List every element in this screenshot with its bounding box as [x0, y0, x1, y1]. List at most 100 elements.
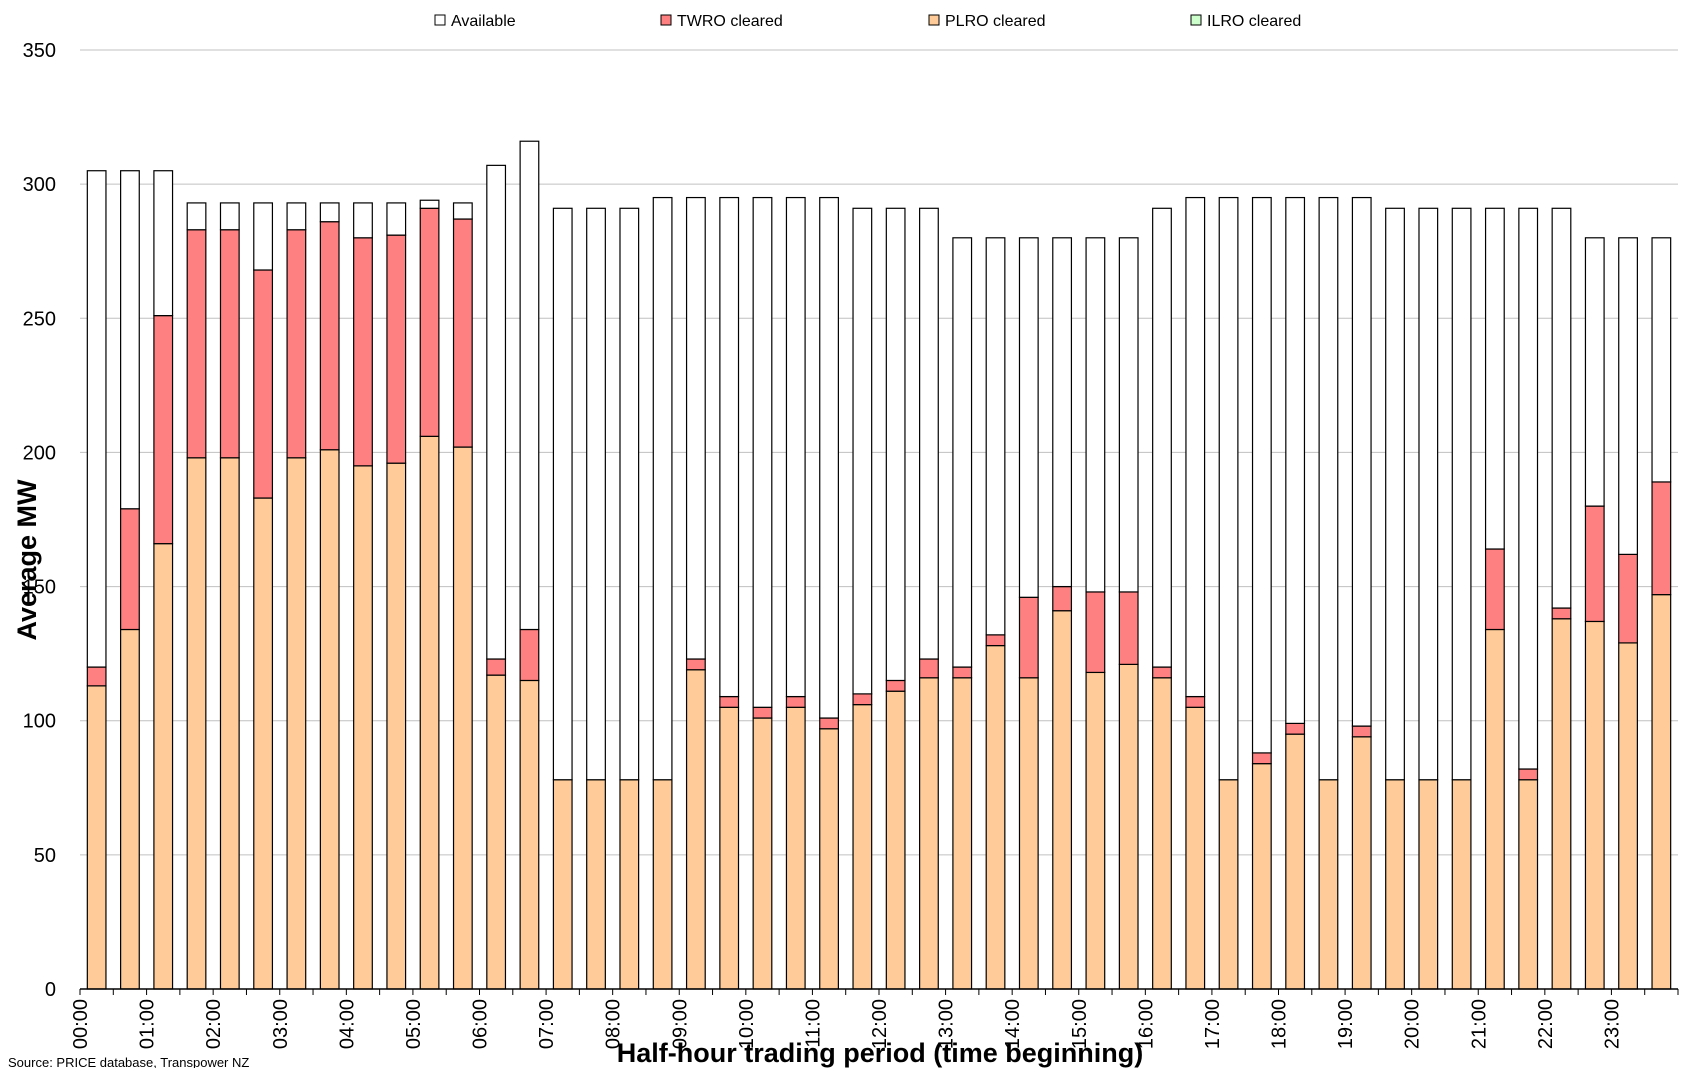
bar-segment-plro-cleared — [419, 435, 440, 990]
bar-segment-available — [1651, 237, 1672, 483]
bar-segment-available — [1518, 207, 1539, 770]
bar-segment-plro-cleared — [1052, 610, 1073, 990]
bar-segment-plro-cleared — [752, 717, 773, 990]
bar-segment-available — [785, 196, 806, 698]
bar-segment-twro-cleared — [1018, 596, 1039, 679]
x-axis-ticks: 00:00 01:00 02:00 03:00 04:00 05:00 06:00 07:00… — [70, 989, 1679, 1049]
bar-segment-twro-cleared — [685, 658, 706, 671]
x-tick-label: 20:00 — [1402, 999, 1424, 1049]
y-axis-title: Average MW — [12, 479, 42, 641]
x-tick-label: 15:00 — [1069, 999, 1091, 1049]
bar-segment-twro-cleared — [1551, 607, 1572, 620]
bar-segment-available — [386, 202, 407, 236]
bar-segment-twro-cleared — [452, 218, 473, 448]
bar-segment-twro-cleared — [1484, 548, 1505, 631]
bar-segment-plro-cleared — [86, 685, 107, 990]
bar-segment-twro-cleared — [1085, 591, 1106, 674]
bar-segment-plro-cleared — [552, 779, 573, 990]
bar-segment-twro-cleared — [1251, 752, 1272, 765]
bars — [86, 140, 1672, 990]
bar-segment-plro-cleared — [1518, 779, 1539, 990]
x-tick-label: 07:00 — [536, 999, 558, 1049]
bar-segment-plro-cleared — [719, 706, 740, 990]
bar-segment-twro-cleared — [952, 666, 973, 679]
x-tick-label: 01:00 — [137, 999, 159, 1049]
legend-swatch-ilro — [1190, 14, 1202, 26]
y-tick-label: 350 — [23, 40, 56, 62]
bar-segment-available — [1551, 207, 1572, 609]
bar-segment-plro-cleared — [1651, 594, 1672, 990]
bar-segment-available — [1085, 237, 1106, 593]
bar-segment-available — [1018, 237, 1039, 598]
bar-segment-plro-cleared — [1385, 779, 1405, 990]
bar-segment-available — [685, 196, 706, 660]
bar-segment-twro-cleared — [253, 269, 274, 499]
bar-segment-plro-cleared — [952, 677, 973, 990]
bar-segment-available — [1052, 237, 1073, 588]
legend: Available TWRO cleared PLRO cleared ILRO… — [365, 3, 1375, 39]
bar-segment-available — [1351, 196, 1372, 727]
bar-segment-twro-cleared — [1185, 695, 1206, 708]
y-axis-ticks: 0 50 100 150 200 250 300 350 — [23, 40, 56, 1001]
bar-segment-plro-cleared — [1118, 663, 1139, 990]
source-note: Source: PRICE database, Transpower NZ — [8, 1055, 249, 1068]
bar-segment-twro-cleared — [1618, 553, 1638, 644]
bar-segment-plro-cleared — [153, 543, 174, 990]
legend-item-ilro: ILRO cleared — [1190, 13, 1301, 30]
x-tick-label: 06:00 — [470, 999, 492, 1049]
legend-swatch-plro — [928, 14, 940, 26]
bar-segment-plro-cleared — [919, 677, 939, 990]
bar-segment-twro-cleared — [153, 315, 174, 545]
bar-segment-plro-cleared — [286, 457, 307, 990]
x-tick-label: 12:00 — [869, 999, 891, 1049]
bar-segment-available — [1584, 237, 1605, 507]
bar-segment-plro-cleared — [1085, 671, 1106, 990]
legend-swatch-twro — [660, 14, 672, 26]
bar-segment-available — [1152, 207, 1172, 668]
bar-segment-plro-cleared — [1152, 677, 1172, 990]
x-tick-label: 02:00 — [203, 999, 225, 1049]
y-tick-label: 200 — [23, 442, 56, 464]
bar-segment-twro-cleared — [353, 237, 373, 467]
x-tick-label: 16:00 — [1135, 999, 1157, 1049]
x-tick-label: 19:00 — [1335, 999, 1357, 1049]
bar-segment-available — [885, 207, 906, 682]
legend-box — [365, 3, 1375, 39]
bar-segment-available — [919, 207, 939, 660]
x-axis-title: Half-hour trading period (time beginning… — [617, 1038, 1143, 1068]
bar-segment-twro-cleared — [120, 508, 140, 631]
bar-segment-available — [1285, 196, 1306, 725]
y-tick-label: 300 — [23, 174, 56, 196]
legend-item-plro: PLRO cleared — [928, 13, 1046, 30]
bar-segment-available — [852, 207, 873, 695]
x-tick-label: 11:00 — [802, 999, 824, 1048]
x-tick-label: 04:00 — [336, 999, 358, 1049]
bar-segment-available — [1218, 196, 1239, 781]
x-tick-label: 22:00 — [1535, 999, 1557, 1049]
bar-segment-available — [1185, 196, 1206, 698]
x-tick-label: 00:00 — [70, 999, 92, 1049]
bar-segment-available — [552, 207, 573, 781]
bar-segment-available — [719, 196, 740, 698]
bar-segment-available — [1118, 237, 1139, 593]
legend-label-available: Available — [451, 13, 516, 30]
bar-segment-available — [985, 237, 1006, 636]
bar-segment-twro-cleared — [286, 229, 307, 459]
bar-segment-available — [153, 170, 174, 317]
bar-segment-twro-cleared — [486, 658, 507, 676]
bar-segment-plro-cleared — [353, 465, 373, 990]
bar-segment-twro-cleared — [186, 229, 207, 459]
bar-segment-available — [1318, 196, 1339, 781]
bar-segment-available — [1251, 196, 1272, 754]
x-tick-label: 23:00 — [1601, 999, 1623, 1049]
bar-segment-plro-cleared — [586, 779, 606, 990]
y-tick-label: 150 — [23, 577, 56, 599]
bar-segment-available — [752, 196, 773, 708]
legend-swatch-available — [434, 14, 446, 26]
bar-segment-available — [652, 196, 673, 781]
bar-segment-twro-cleared — [752, 706, 773, 719]
bar-segment-plro-cleared — [452, 446, 473, 990]
bar-segment-available — [219, 202, 240, 231]
bar-segment-plro-cleared — [1418, 779, 1439, 990]
bar-segment-twro-cleared — [1584, 505, 1605, 623]
